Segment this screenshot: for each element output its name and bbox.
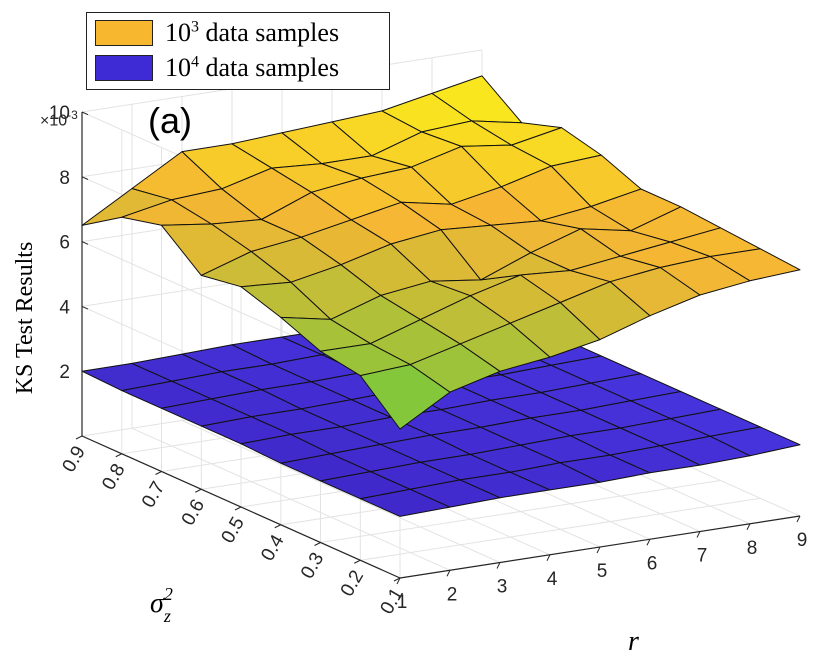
x-tick-label-1: 2 [447, 584, 458, 605]
legend-label-10e4: 104 data samples [165, 53, 340, 82]
y-tick-label-1: 0.2 [337, 567, 368, 600]
x-tick-label-8: 9 [797, 530, 808, 551]
surface-10e4-facet-0-7 [709, 426, 801, 457]
surface-10e3-facet-0-7 [709, 248, 801, 282]
surface-10e3 [81, 75, 801, 430]
z-tick-label-3: 8 [59, 168, 70, 189]
z-scale-exponent: ×10-3 [40, 108, 78, 130]
y-tick-label-8: 0.9 [58, 443, 89, 476]
x-tick-label-7: 8 [747, 538, 758, 559]
x-tick-label-6: 7 [697, 546, 708, 567]
y-tick-label-4: 0.5 [217, 514, 248, 547]
y-tick-label-2: 0.3 [297, 549, 328, 582]
legend-entry-10e4[interactable]: 104 data samples [95, 53, 339, 83]
y-tick-label-3: 0.4 [257, 531, 289, 565]
x-tick-label-2: 3 [497, 577, 508, 598]
x-tick-label-0: 1 [397, 592, 408, 613]
x-axis-label: r [628, 626, 639, 657]
z-tick-label-0: 2 [59, 362, 70, 383]
z-tick-label-4: 10 [49, 103, 70, 124]
x-tick-label-4: 5 [597, 561, 608, 582]
z-axis-label: KS Test Results [12, 242, 38, 395]
y-axis-label: σ2 z [150, 584, 173, 626]
y-tick-label-6: 0.7 [138, 478, 169, 511]
surface-10e4 [81, 302, 801, 517]
y-tick-label-7: 0.8 [98, 460, 129, 493]
y-tick-label-5: 0.6 [178, 496, 209, 529]
panel-label: (a) [148, 100, 192, 141]
z-tick-label-2: 6 [59, 233, 70, 254]
legend-swatch-10e3 [95, 20, 153, 46]
x-tick-label-3: 4 [547, 569, 558, 590]
legend-swatch-10e4 [95, 55, 153, 81]
legend-entry-10e3[interactable]: 103 data samples [95, 18, 339, 48]
z-tick-label-1: 4 [59, 297, 70, 318]
x-tick-label-5: 6 [647, 553, 658, 574]
legend-label-10e3: 103 data samples [165, 18, 340, 47]
legend[interactable]: 103 data samples 104 data samples [86, 12, 390, 90]
